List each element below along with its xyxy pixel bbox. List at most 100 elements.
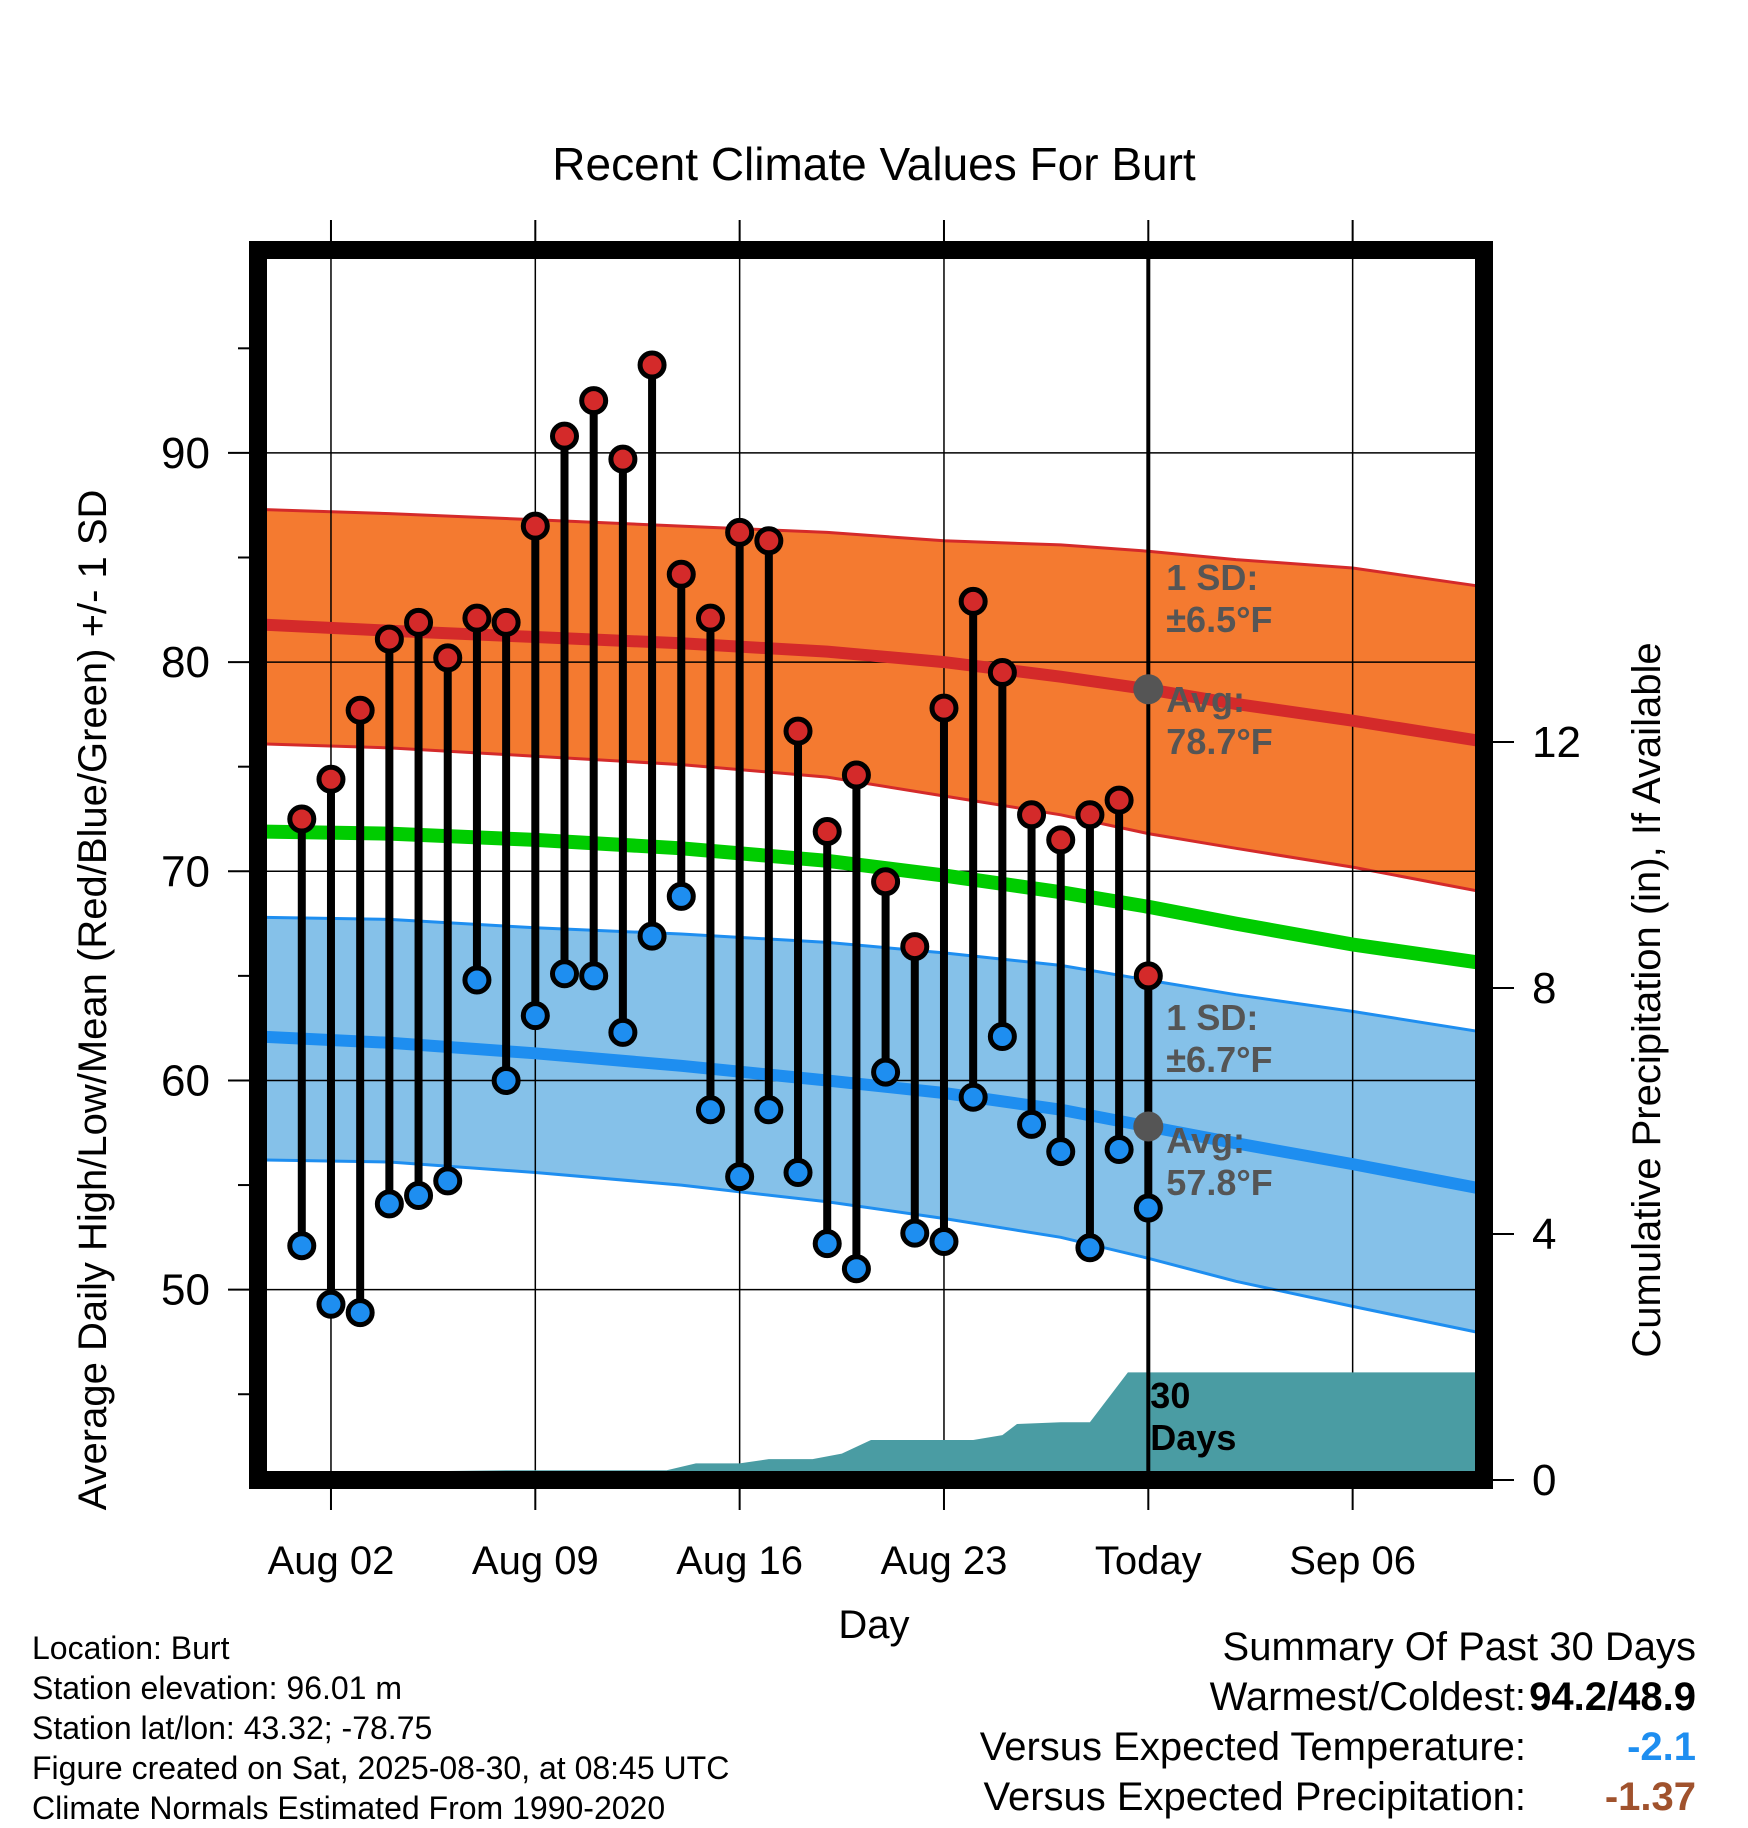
temp-vs-expected-value: -2.1 [1627,1725,1696,1769]
low-sd-band [258,917,1484,1334]
low-point [345,1298,375,1328]
location-text: Location: Burt [32,1630,230,1666]
warm-cold-value: 94.2/48.9 [1529,1675,1696,1719]
high-point [491,607,521,637]
precip-vs-expected-label: Versus Expected Precipitation: [983,1775,1526,1819]
high-point [462,603,492,633]
low-point [812,1229,842,1259]
y-tick-label: 60 [161,1056,210,1105]
high-point [345,695,375,725]
y2-tick-label: 0 [1532,1456,1556,1505]
high-point [1133,961,1163,991]
summary-temp: Versus Expected Temperature: -2.1 [980,1722,1696,1772]
precip-vs-expected-value: -1.37 [1604,1775,1696,1819]
high-sd-value: ±6.5°F [1166,599,1272,640]
low-point [637,921,667,951]
high-point [520,511,550,541]
y-tick-label: 70 [161,847,210,896]
low-point [316,1289,346,1319]
low-point [900,1218,930,1248]
today-low-normal-marker [1133,1111,1164,1142]
low-point [287,1231,317,1261]
y-tick-label: 90 [161,429,210,478]
temp-vs-expected-label: Versus Expected Temperature: [979,1725,1526,1769]
low-point [1075,1233,1105,1263]
low-avg-value: 57.8°F [1166,1162,1272,1203]
low-point [550,959,579,989]
summary-precip: Versus Expected Precipitation: -1.37 [980,1772,1696,1822]
high-point [404,607,434,637]
high-point [287,804,317,834]
summary-panel: Summary Of Past 30 Days Warmest/Coldest:… [980,1622,1696,1822]
low-sd-label: 1 SD: [1166,997,1258,1038]
high-point [871,867,901,897]
x-tick-label: Aug 02 [268,1539,395,1583]
high-normal-line [257,618,1485,748]
high-point [1017,800,1047,830]
x-axis-label: Day [838,1603,909,1647]
low-point [608,1017,638,1047]
low-point [491,1065,521,1095]
normals-text: Climate Normals Estimated From 1990-2020 [32,1790,666,1826]
low-point [1017,1109,1047,1139]
y2-tick-label: 8 [1532,964,1556,1013]
high-point [695,603,725,633]
high-sd-label: 1 SD: [1166,557,1258,598]
low-point [929,1227,959,1257]
high-avg-value: 78.7°F [1166,721,1272,762]
high-point [637,350,667,380]
y2-axis-label: Cumulative Precipitation (in), If Availa… [1625,642,1669,1357]
high-point [987,658,1017,688]
low-point [1046,1137,1076,1167]
high-point [1075,800,1105,830]
low-point [433,1166,463,1196]
high-point [958,586,988,616]
precip-days-label-line1: 30 [1150,1375,1190,1416]
x-tick-label: Aug 09 [472,1539,599,1583]
high-avg-label: Avg: [1166,679,1245,720]
low-point [520,1001,550,1031]
low-point [695,1095,725,1125]
precip-area [258,1372,1484,1480]
y-tick-label: 80 [161,638,210,687]
high-point [783,716,813,746]
low-point [1104,1134,1134,1164]
high-point [929,693,959,723]
high-point [900,932,930,962]
high-point [433,643,463,673]
low-point [462,965,492,995]
summary-title: Summary Of Past 30 Days [1222,1625,1696,1669]
low-point [666,881,696,911]
high-point [316,764,346,794]
created-text: Figure created on Sat, 2025-08-30, at 08… [32,1750,730,1786]
elevation-text: Station elevation: 96.01 m [32,1670,403,1706]
y2-tick-label: 12 [1532,718,1581,767]
low-point [725,1162,755,1192]
y-tick-label: 50 [161,1266,210,1315]
high-point [608,444,638,474]
x-tick-label: Aug 23 [881,1539,1008,1583]
low-point [871,1057,901,1087]
latlon-text: Station lat/lon: 43.32; -78.75 [32,1710,433,1746]
summary-warm-cold: Warmest/Coldest:94.2/48.9 [980,1672,1696,1722]
low-sd-value: ±6.7°F [1166,1039,1272,1080]
y2-tick-label: 4 [1532,1210,1556,1259]
low-point [579,961,609,991]
low-point [783,1158,813,1187]
y-axis-label: Average Daily High/Low/Mean (Red/Blue/Gr… [71,490,115,1511]
high-point [841,760,871,790]
precip-days-label-line2: Days [1150,1417,1236,1458]
high-point [579,386,609,416]
warm-cold-label: Warmest/Coldest: [1209,1675,1526,1719]
low-point [754,1095,784,1125]
high-point [374,624,404,654]
low-point [841,1254,871,1284]
low-point [987,1022,1017,1052]
high-point [725,517,755,547]
high-point [754,526,784,556]
high-point [666,559,696,589]
station-info: Location: Burt Station elevation: 96.01 … [32,1628,729,1828]
low-point [1133,1193,1163,1223]
low-point [374,1189,404,1219]
